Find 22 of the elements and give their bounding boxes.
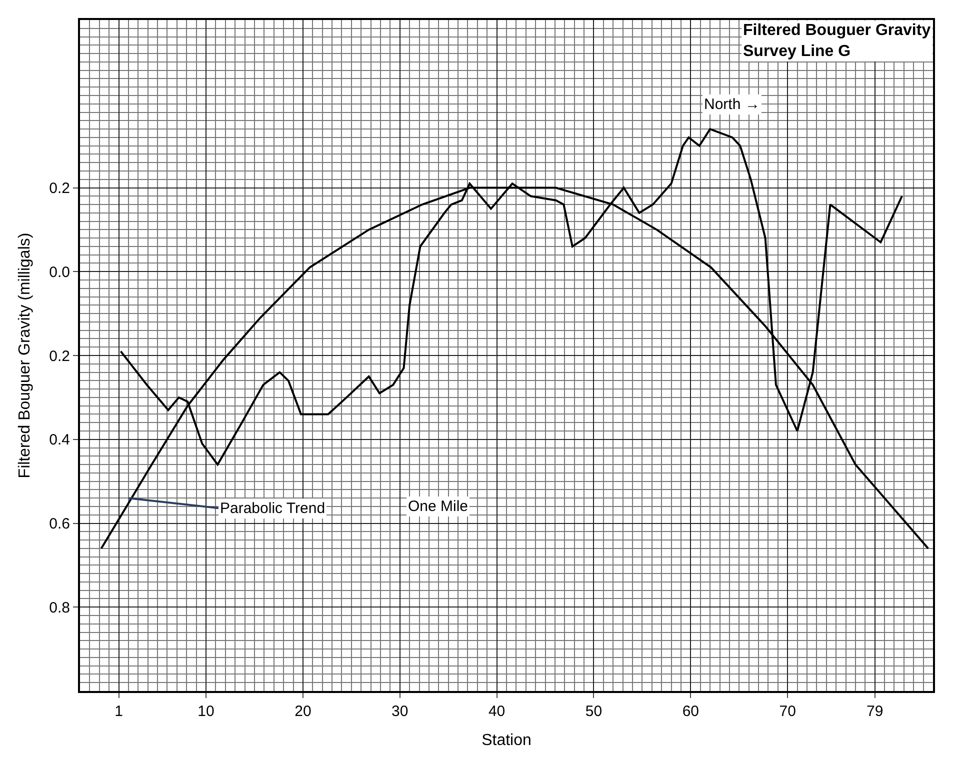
x-tick-label: 60 bbox=[682, 703, 700, 720]
x-tick-label: 30 bbox=[392, 703, 408, 720]
x-tick-label: 40 bbox=[488, 703, 506, 720]
x-tick-label: 10 bbox=[198, 703, 214, 720]
x-axis-title: Station bbox=[482, 732, 532, 750]
x-tick-label: 79 bbox=[866, 703, 884, 720]
x-tick-label: 1 bbox=[114, 703, 123, 720]
y-tick-label: 0.6 bbox=[49, 516, 70, 532]
x-tick-label: 50 bbox=[585, 703, 602, 720]
x-tick-label: 70 bbox=[779, 703, 796, 720]
text: Survey Line G bbox=[743, 42, 851, 60]
y-tick-label: 0.8 bbox=[49, 599, 70, 616]
chart-title: Filtered Bouguer Gravity bbox=[743, 22, 931, 39]
y-tick-label: 0.2 bbox=[49, 348, 70, 365]
annotation: North → bbox=[704, 96, 760, 113]
annotation: Parabolic Trend bbox=[220, 500, 326, 517]
y-tick-label: 0.4 bbox=[49, 432, 70, 449]
x-tick-label: 20 bbox=[294, 703, 312, 720]
annotation: One Mile bbox=[408, 498, 468, 515]
y-tick-label: 0.0 bbox=[49, 264, 70, 281]
y-tick-label: 0.2 bbox=[49, 180, 70, 197]
y-axis-title: Filtered Bouguer Gravity (milligals) bbox=[16, 232, 34, 478]
